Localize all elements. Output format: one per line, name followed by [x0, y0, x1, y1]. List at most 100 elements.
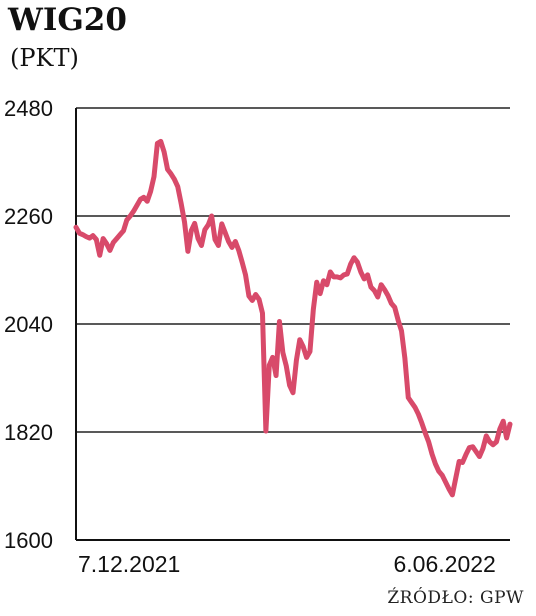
- data-point: [124, 217, 130, 223]
- data-point: [321, 278, 326, 283]
- data-point: [280, 350, 286, 355]
- axes: [75, 108, 510, 541]
- data-point: [463, 452, 469, 457]
- data-point: [392, 305, 397, 310]
- data-point: [151, 174, 157, 179]
- data-point: [382, 287, 387, 292]
- data-point: [145, 199, 150, 204]
- data-point: [134, 203, 140, 208]
- data-point: [226, 239, 231, 244]
- data-point: [304, 355, 309, 360]
- data-point: [97, 253, 102, 258]
- data-point: [497, 426, 503, 432]
- data-point: [429, 451, 435, 457]
- data-point: [216, 243, 221, 248]
- data-point: [311, 307, 316, 312]
- data-point: [141, 195, 147, 200]
- data-point: [300, 344, 306, 349]
- data-point: [155, 141, 160, 146]
- data-point: [185, 249, 191, 254]
- data-point: [253, 292, 258, 297]
- data-point: [263, 428, 269, 434]
- data-point: [277, 319, 282, 324]
- data-point: [460, 460, 465, 465]
- chart-unit-label: (PKT): [10, 44, 79, 72]
- data-point: [239, 259, 245, 265]
- data-point: [385, 293, 391, 298]
- grid-lines: [76, 107, 510, 433]
- data-point: [368, 284, 374, 290]
- data-point: [317, 291, 323, 296]
- data-point: [209, 213, 214, 219]
- data-point: [246, 293, 252, 299]
- data-point: [473, 449, 479, 454]
- data-point: [114, 236, 119, 241]
- data-point: [307, 349, 313, 354]
- y-tick-label-2040: 2040: [4, 312, 53, 337]
- data-point: [406, 395, 411, 400]
- data-point: [175, 184, 180, 189]
- data-point: [297, 337, 302, 342]
- data-point: [484, 433, 489, 439]
- data-point: [90, 233, 96, 238]
- data-point: [165, 167, 170, 172]
- data-point: [229, 245, 235, 250]
- data-point: [250, 298, 255, 303]
- data-point: [199, 243, 204, 248]
- data-point: [148, 189, 153, 194]
- data-point: [121, 228, 126, 233]
- data-point: [256, 297, 262, 302]
- data-point: [77, 230, 82, 236]
- data-point: [436, 469, 441, 474]
- data-point: [477, 454, 482, 459]
- data-point: [161, 149, 167, 155]
- data-point: [433, 461, 438, 467]
- data-point: [87, 235, 92, 241]
- data-point: [182, 219, 187, 225]
- data-point: [446, 486, 452, 492]
- data-point: [439, 473, 445, 478]
- data-point: [243, 272, 248, 278]
- data-point: [314, 280, 319, 285]
- data-point: [355, 259, 360, 265]
- data-point: [236, 248, 241, 253]
- y-axis-tick-labels: 2480 2260 2040 1820 1600: [4, 96, 53, 553]
- data-point: [412, 405, 418, 410]
- chart-title: WIG20: [8, 2, 127, 38]
- data-point: [328, 269, 333, 275]
- data-point: [267, 363, 272, 368]
- data-point: [202, 227, 208, 232]
- data-point: [358, 269, 364, 275]
- data-point: [494, 439, 499, 445]
- data-point: [419, 420, 425, 426]
- data-point: [501, 419, 506, 424]
- data-point: [80, 232, 85, 237]
- data-point: [219, 221, 224, 227]
- data-point: [375, 294, 380, 300]
- data-point: [111, 240, 116, 245]
- data-point: [104, 241, 109, 246]
- data-point: [480, 446, 486, 451]
- data-point: [168, 171, 174, 176]
- data-point: [94, 237, 99, 242]
- data-point: [131, 208, 136, 214]
- y-tick-label-1600: 1600: [4, 528, 53, 553]
- series-layer: [73, 138, 513, 498]
- data-point: [467, 445, 472, 450]
- data-point: [294, 358, 299, 363]
- data-point: [409, 400, 414, 405]
- data-point: [222, 230, 228, 235]
- data-point: [351, 255, 357, 260]
- data-point: [453, 475, 458, 481]
- data-point: [270, 355, 275, 360]
- data-point: [83, 234, 89, 239]
- data-point: [365, 272, 370, 278]
- data-point: [324, 282, 330, 287]
- x-tick-label-start: 7.12.2021: [78, 551, 180, 577]
- data-point: [402, 356, 408, 361]
- data-point: [416, 412, 421, 417]
- data-point: [195, 236, 201, 241]
- data-point: [372, 288, 377, 293]
- y-tick-label-2260: 2260: [4, 204, 53, 229]
